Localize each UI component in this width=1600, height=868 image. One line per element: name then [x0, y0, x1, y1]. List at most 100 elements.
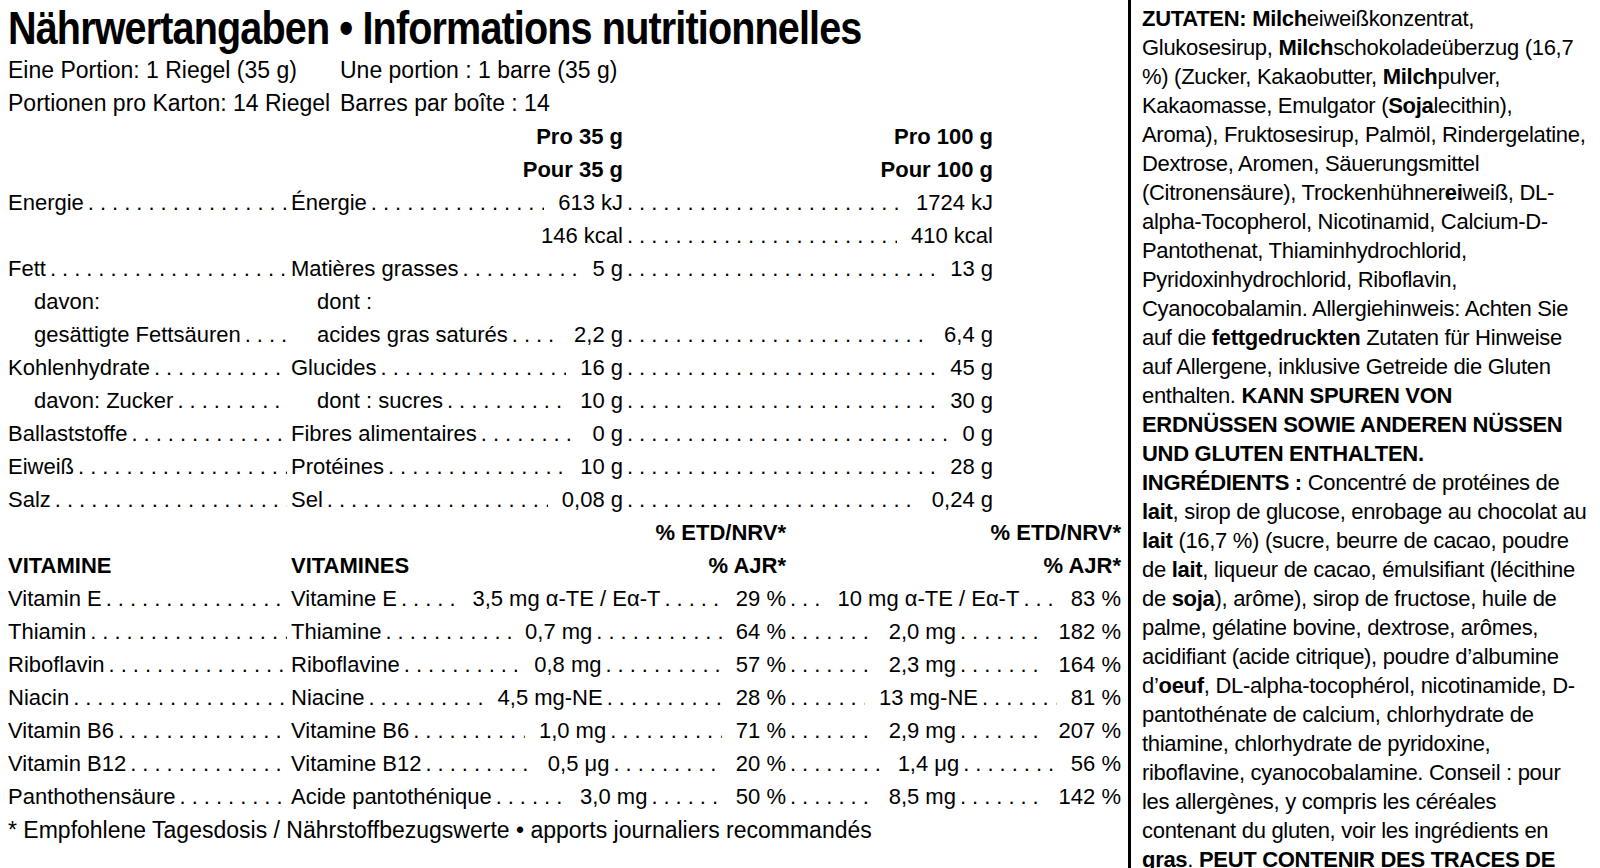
nrv-label-100: % ETD/NRV* — [786, 516, 1121, 549]
nutrient-row-saturates: gesättigte Fettsäuren acides gras saturé… — [8, 318, 993, 351]
ingredients-de: ZUTATEN: Milcheiweißkonzentrat, Glukoses… — [1142, 4, 1592, 468]
amount-per100: 1,4 μg — [888, 747, 960, 780]
vertical-divider — [1128, 0, 1131, 868]
nrv-label-35: % ETD/NRV* — [8, 516, 786, 549]
vitamin-fr: Thiamine — [291, 615, 381, 648]
value-per35: 613 kJ — [548, 186, 623, 219]
amount-per35: 3,0 mg — [570, 780, 647, 813]
vitamin-fr: Vitamine B12 — [291, 747, 421, 780]
vitamins-header-row: VITAMINE VITAMINES % AJR* % AJR* — [8, 549, 1121, 582]
amount-per35: 0,5 μg — [538, 747, 610, 780]
nutrient-fr: Matières grasses — [291, 252, 459, 285]
percent-per35: 20 % — [726, 747, 786, 780]
vitamin-fr: Vitamine E — [291, 582, 397, 615]
nutrient-de: Kohlenhydrate — [8, 351, 150, 384]
vitamin-row-niacin: Niacin Niacine4,5 mg-NE28 % 13 mg-NE81 % — [8, 681, 1121, 714]
nutrient-row-sugars: davon: Zucker dont : sucres 10 g 30 g — [8, 384, 993, 417]
amount-per100: 2,9 mg — [879, 714, 956, 747]
nutrient-row-energy: Energie Énergie 613 kJ 1724 kJ — [8, 186, 993, 219]
nutrient-row-salt: Salz Sel0,08 g 0,24 g — [8, 483, 993, 516]
vitamin-de: Riboflavin — [8, 648, 105, 681]
vitamin-row-pantothenic: Panthothensäure Acide pantothénique 3,0 m… — [8, 780, 1121, 813]
nutrient-fr: acides gras saturés — [291, 318, 508, 351]
vitamins-title-fr: VITAMINES — [291, 549, 409, 582]
nutrition-label: Nährwertangaben • Informations nutrition… — [0, 0, 1600, 868]
value-per35: 2,2 g — [564, 318, 623, 351]
value-per100: 13 g — [940, 252, 993, 285]
value-per35: 5 g — [582, 252, 623, 285]
vitamin-de: Vitamin B6 — [8, 714, 114, 747]
ingredients-panel: ZUTATEN: Milcheiweißkonzentrat, Glukoses… — [1142, 4, 1592, 868]
value-per35: 10 g — [570, 384, 623, 417]
serving-fr: Une portion : 1 barre (35 g) — [340, 54, 617, 87]
amount-per35: 0,7 mg — [515, 615, 592, 648]
nutrient-de: gesättigte Fettsäuren — [8, 318, 241, 351]
servings-per-box-fr: Barres par boîte : 14 — [340, 87, 550, 120]
column-header-fr: Pour 35 g Pour 100 g — [8, 153, 993, 186]
vitamin-fr: Niacine — [291, 681, 364, 714]
amount-per100: 10 mg α-TE / Eα-T — [827, 582, 1019, 615]
serving-line-2: Portionen pro Karton: 14 Riegel Barres p… — [8, 87, 1123, 120]
nutrient-de: Eiweiß — [8, 450, 74, 483]
vitamin-row-b6: Vitamin B6 Vitamine B61,0 mg71 % 2,9 mg2… — [8, 714, 1121, 747]
nutrient-fr: dont : sucres — [291, 384, 443, 417]
percent-per100: 56 % — [1061, 747, 1121, 780]
nutrient-de: Fett — [8, 252, 46, 285]
value-per35: 16 g — [570, 351, 623, 384]
nutrient-de: Ballaststoffe — [8, 417, 127, 450]
value-per35: 10 g — [570, 450, 623, 483]
vitamin-de: Panthothensäure — [8, 780, 176, 813]
percent-per35: 71 % — [726, 714, 786, 747]
value-per100: 45 g — [940, 351, 993, 384]
percent-per100: 207 % — [1049, 714, 1121, 747]
nutrient-row-of-which: davon: dont : — [8, 285, 993, 318]
amount-per100: 2,3 mg — [879, 648, 956, 681]
nutrient-fr: Glucides — [291, 351, 377, 384]
vitamin-fr: Riboflavine — [291, 648, 400, 681]
vitamin-row-riboflavin: Riboflavin Riboflavine0,8 mg57 % 2,3 mg1… — [8, 648, 1121, 681]
col-per35-fr: Pour 35 g — [8, 153, 623, 186]
amount-per100: 8,5 mg — [879, 780, 956, 813]
nutrient-row-energy-kcal: 146 kcal 410 kcal — [8, 219, 993, 252]
amount-per35: 0,8 mg — [524, 648, 601, 681]
ingredients-fr: INGRÉDIENTS : Concentré de protéines de … — [1142, 468, 1592, 868]
vitamin-row-e: Vitamin E Vitamine E3,5 mg α-TE / Eα-T29… — [8, 582, 1121, 615]
serving-line-1: Eine Portion: 1 Riegel (35 g) Une portio… — [8, 54, 1123, 87]
nutrition-table-panel: Nährwertangaben • Informations nutrition… — [8, 2, 1123, 847]
value-per35: 0,08 g — [552, 483, 623, 516]
ajr-label-100: % AJR* — [786, 549, 1121, 582]
nutrient-fr: Protéines — [291, 450, 384, 483]
nutrient-row-fat: Fett Matières grasses 5 g 13 g — [8, 252, 993, 285]
column-header-de: Pro 35 g Pro 100 g — [8, 120, 993, 153]
nutrient-fr: Énergie — [291, 186, 367, 219]
nutrient-fr: dont : — [291, 285, 372, 318]
servings-per-box-de: Portionen pro Karton: 14 Riegel — [8, 87, 340, 120]
serving-de: Eine Portion: 1 Riegel (35 g) — [8, 54, 340, 87]
nutrient-de: davon: — [8, 285, 100, 318]
vitamin-de: Vitamin E — [8, 582, 102, 615]
value-per100: 6,4 g — [934, 318, 993, 351]
value-per100: 1724 kJ — [906, 186, 993, 219]
amount-per35: 3,5 mg α-TE / Eα-T — [462, 582, 660, 615]
nutrient-fr: Sel — [291, 483, 323, 516]
amount-per35: 4,5 mg-NE — [488, 681, 603, 714]
vitamin-de: Thiamin — [8, 615, 86, 648]
value-per100: 30 g — [940, 384, 993, 417]
value-per35: 0 g — [582, 417, 623, 450]
vitamin-row-thiamin: Thiamin Thiamine0,7 mg64 % 2,0 mg182 % — [8, 615, 1121, 648]
nutrient-row-fibre: Ballaststoffe Fibres alimentaires0 g 0 g — [8, 417, 993, 450]
nutrient-de: Salz — [8, 483, 51, 516]
nutrient-de: Energie — [8, 186, 84, 219]
nutrient-de: davon: Zucker — [8, 384, 173, 417]
vitamin-de: Niacin — [8, 681, 69, 714]
col-per100-fr: Pour 100 g — [623, 153, 993, 186]
value-per100: 410 kcal — [901, 219, 993, 252]
vitamins-title-de: VITAMINE — [8, 549, 291, 582]
nutrient-row-protein: Eiweiß Protéines10 g 28 g — [8, 450, 993, 483]
footnote: * Empfohlene Tagesdosis / Nährstoffbezug… — [8, 813, 1123, 847]
vitamin-fr: Acide pantothénique — [291, 780, 492, 813]
amount-per100: 2,0 mg — [879, 615, 956, 648]
value-per100: 0 g — [952, 417, 993, 450]
vitamin-row-b12: Vitamin B12 Vitamine B120,5 μg20 % 1,4 μ… — [8, 747, 1121, 780]
value-per35: 146 kcal — [531, 219, 623, 252]
